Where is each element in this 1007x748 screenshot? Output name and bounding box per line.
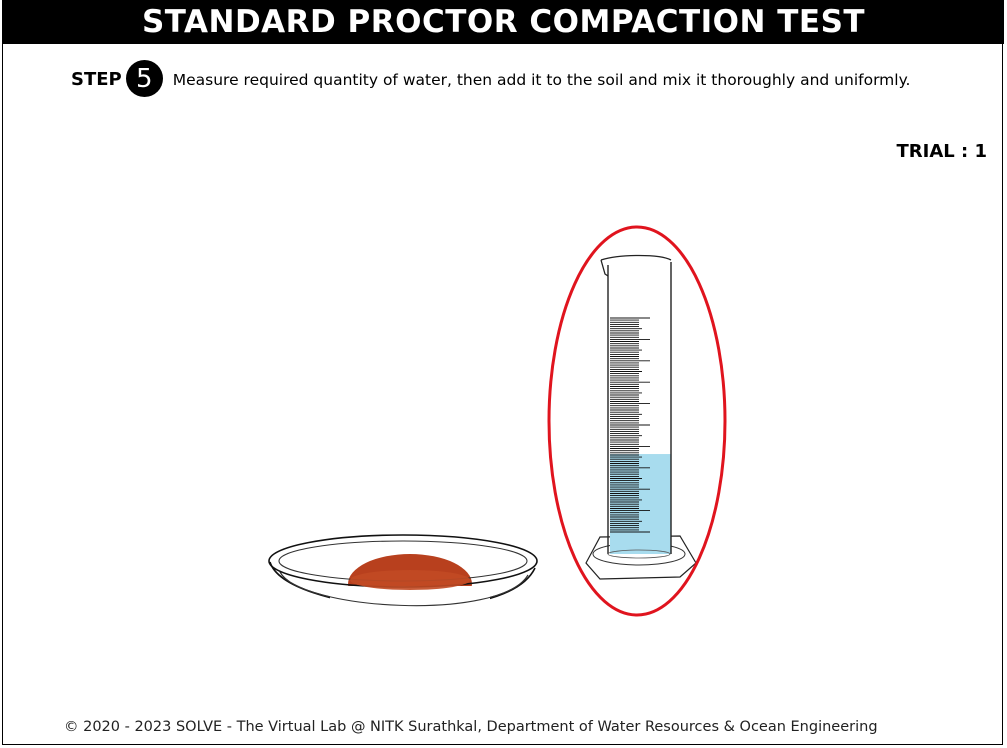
highlight-ring bbox=[547, 225, 727, 617]
step-label: STEP bbox=[71, 69, 122, 90]
trial-indicator: TRIAL : 1 bbox=[897, 141, 988, 162]
step-instruction-text: Measure required quantity of water, then… bbox=[172, 71, 911, 89]
cylinder-graduations bbox=[610, 317, 650, 533]
title-bar: STANDARD PROCTOR COMPACTION TEST bbox=[3, 0, 1004, 44]
soil-top bbox=[350, 570, 470, 590]
footer-copyright: © 2020 - 2023 SOLVE - The Virtual Lab @ … bbox=[64, 719, 878, 735]
step-instruction: STEP 5 Measure required quantity of water,… bbox=[64, 60, 964, 99]
step-number-badge: 5 bbox=[125, 60, 163, 97]
trial-label: TRIAL : bbox=[896, 141, 975, 162]
trial-number: 1 bbox=[974, 141, 987, 162]
soil-dish[interactable] bbox=[268, 534, 538, 616]
measuring-cylinder[interactable] bbox=[585, 254, 697, 580]
page-title: STANDARD PROCTOR COMPACTION TEST bbox=[141, 4, 866, 40]
